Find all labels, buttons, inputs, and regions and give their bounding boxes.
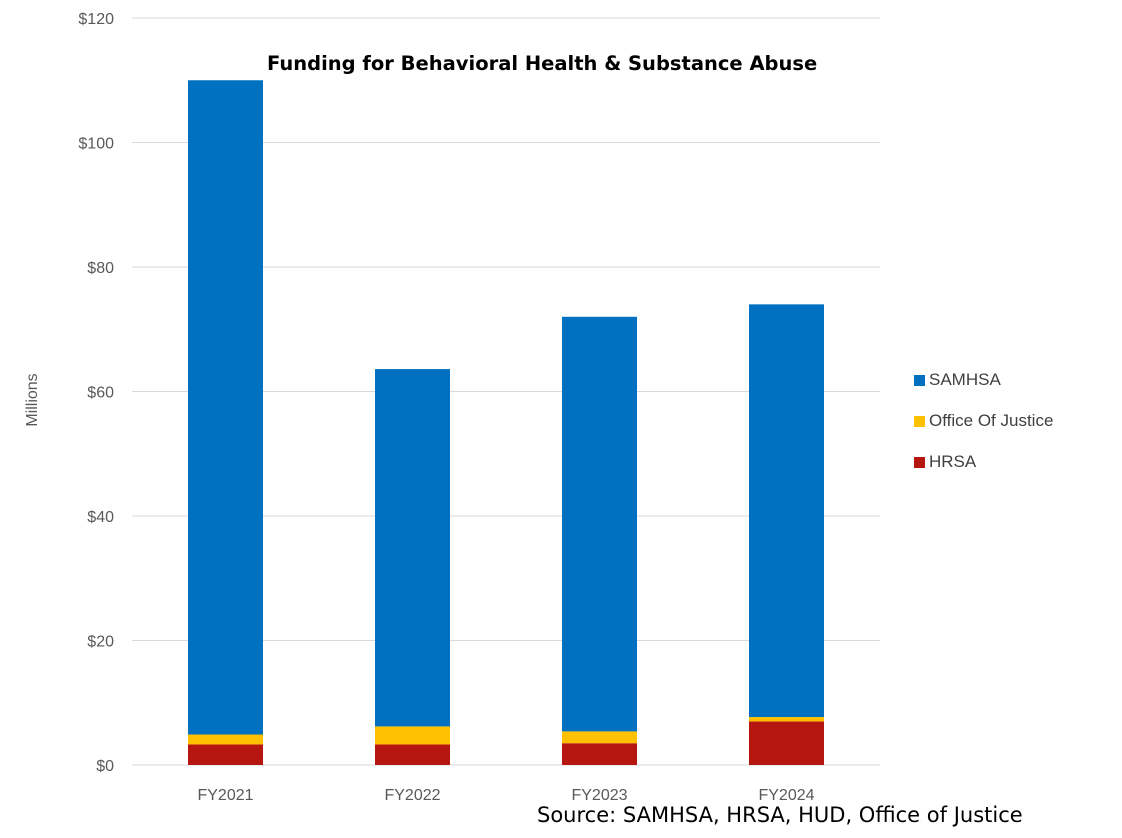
legend: SAMHSA Office Of Justice HRSA	[914, 370, 1053, 493]
y-tick-label: $0	[96, 758, 114, 775]
bar-segment-hrsa	[562, 743, 637, 765]
legend-swatch-office-of-justice	[914, 415, 925, 427]
chart-title: Funding for Behavioral Health & Substanc…	[267, 52, 818, 75]
bar-segment-samhsa	[562, 316, 637, 732]
bar-segment-office-of-justice	[562, 731, 637, 744]
bar-segment-samhsa	[749, 304, 824, 718]
y-axis-label: Millions	[24, 373, 41, 427]
y-tick-label: $100	[78, 136, 114, 153]
x-tick-label: FY2021	[197, 787, 253, 804]
y-tick-label: $40	[87, 509, 114, 526]
legend-swatch-samhsa	[914, 374, 925, 386]
y-tick-label: $80	[87, 260, 114, 277]
bar-segment-samhsa	[188, 80, 263, 735]
legend-item-office-of-justice: Office Of Justice	[914, 411, 1053, 431]
legend-item-samhsa: SAMHSA	[914, 370, 1053, 390]
legend-item-hrsa: HRSA	[914, 452, 1053, 472]
legend-swatch-hrsa	[914, 456, 925, 468]
y-tick-label: $120	[78, 11, 114, 28]
x-tick-label: FY2024	[758, 787, 814, 804]
x-tick-label: FY2023	[571, 787, 627, 804]
bar-segment-samhsa	[375, 369, 450, 727]
x-axis-ticks: FY2021 FY2022 FY2023 FY2024	[197, 787, 814, 804]
source-note: Source: SAMHSA, HRSA, HUD, Office of Jus…	[537, 803, 1023, 827]
x-tick-label: FY2022	[384, 787, 440, 804]
bar-segment-hrsa	[375, 744, 450, 765]
bar-segment-office-of-justice	[749, 717, 824, 722]
legend-label-hrsa: HRSA	[929, 452, 977, 471]
bar-segment-office-of-justice	[188, 734, 263, 745]
y-tick-label: $20	[87, 634, 114, 651]
y-axis-ticks: $0 $20 $40 $60 $80 $100 $120	[78, 11, 114, 775]
bars	[188, 80, 824, 765]
legend-label-samhsa: SAMHSA	[929, 370, 1001, 389]
legend-label-office-of-justice: Office Of Justice	[929, 411, 1054, 430]
bar-segment-hrsa	[188, 744, 263, 765]
bar-segment-hrsa	[749, 721, 824, 765]
bar-segment-office-of-justice	[375, 726, 450, 745]
y-tick-label: $60	[87, 385, 114, 402]
